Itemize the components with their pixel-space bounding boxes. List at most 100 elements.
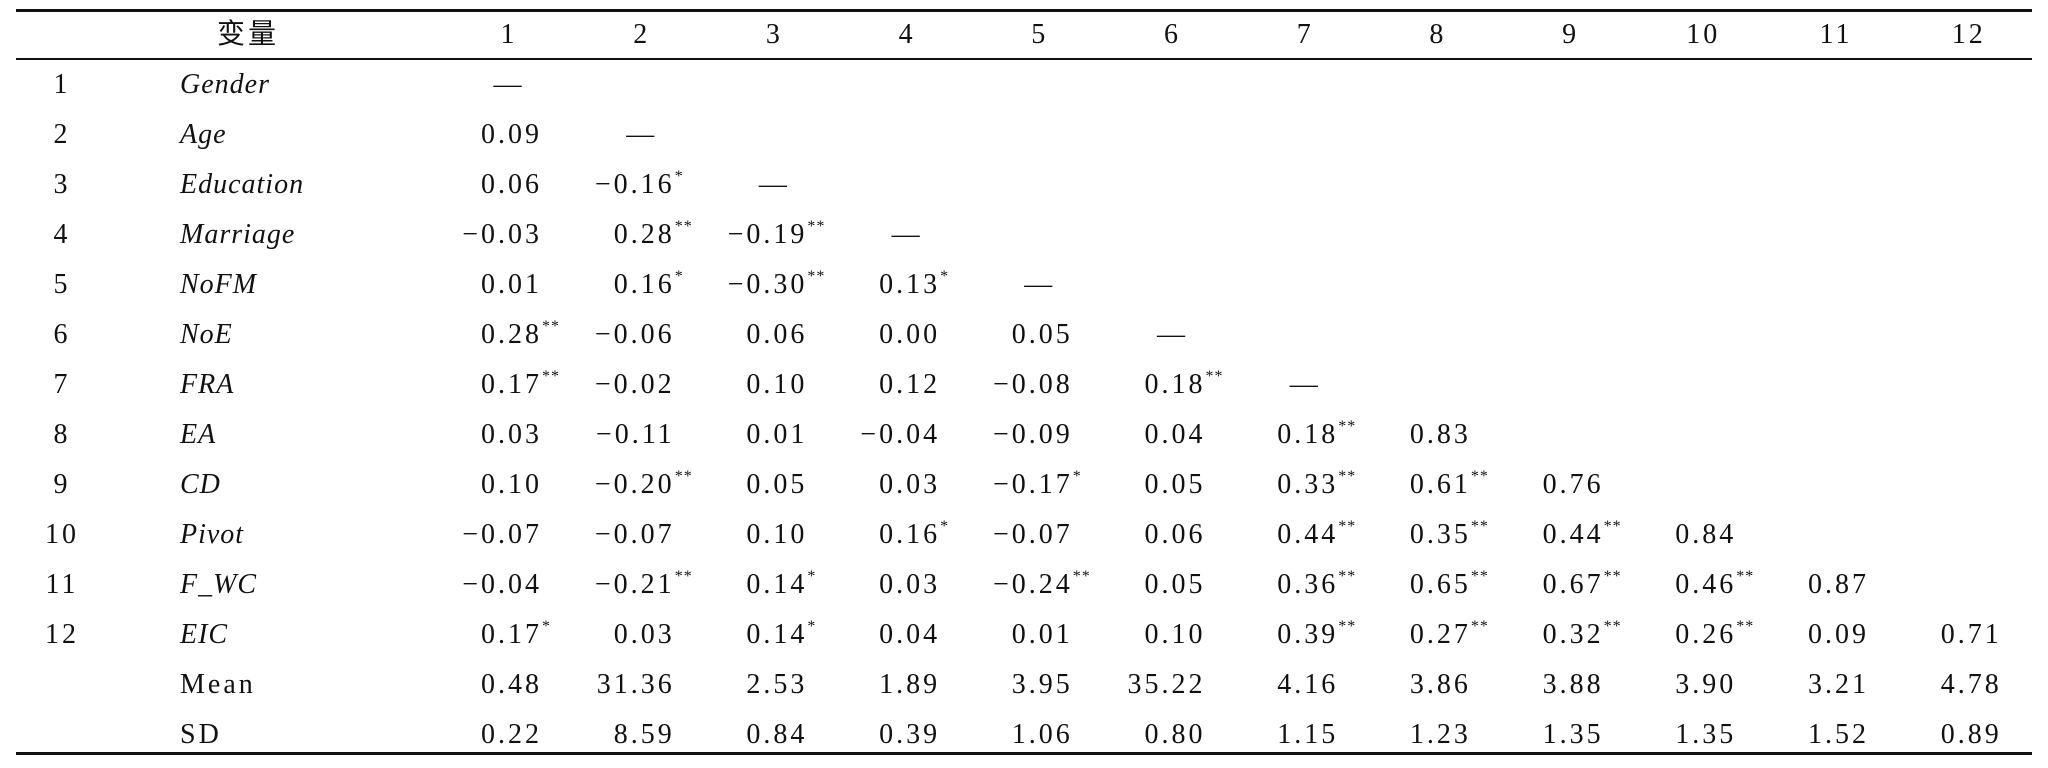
variable-name: Age — [180, 119, 227, 150]
cell-value: 0.14* — [746, 618, 817, 650]
cell-value: 0.17* — [481, 618, 551, 650]
cell-value: −0.07 — [462, 519, 542, 550]
header-cell: 3 — [765, 19, 783, 50]
header-cell: 4 — [898, 19, 916, 50]
cell-value: 0.61** — [1409, 468, 1489, 500]
cell-value: 0.80 — [1144, 719, 1206, 750]
header-cell: 8 — [1429, 19, 1447, 50]
cell-value: −0.17* — [993, 468, 1082, 500]
cell-value: — — [493, 69, 525, 100]
header-cell: 变量 — [216, 19, 280, 50]
cell-value: 35.22 — [1127, 669, 1206, 700]
cell-value: 0.27** — [1409, 618, 1489, 650]
cell-value: 0.48 — [481, 669, 542, 700]
cell-value: 0.39 — [879, 719, 941, 750]
cell-value: 0.46** — [1675, 568, 1755, 600]
cell-value: −0.21** — [594, 568, 693, 600]
cell-value: 0.87 — [1808, 569, 1869, 600]
variable-name: Mean — [180, 669, 256, 700]
row-number: 8 — [53, 419, 71, 450]
cell-value: 0.10 — [481, 469, 542, 500]
variable-name: F_WC — [180, 569, 258, 600]
cell-value: 3.21 — [1808, 669, 1869, 700]
cell-value: −0.06 — [594, 319, 675, 350]
header-cell: 10 — [1686, 19, 1721, 50]
cell-value: 0.22 — [481, 719, 542, 750]
cell-value: 0.33** — [1277, 468, 1357, 500]
cell-value: 0.16* — [613, 268, 684, 300]
cell-value: −0.11 — [595, 419, 675, 450]
variable-name: Pivot — [180, 519, 245, 550]
variable-name: SD — [180, 719, 222, 750]
cell-value: −0.04 — [462, 569, 542, 600]
cell-value: 0.05 — [1144, 469, 1206, 500]
cell-value: 0.09 — [1808, 619, 1869, 650]
row-number: 7 — [53, 369, 71, 400]
cell-value: 4.78 — [1940, 669, 2002, 700]
cell-value: 0.12 — [879, 369, 941, 400]
cell-value: 0.28** — [613, 218, 693, 250]
cell-value: 1.15 — [1277, 719, 1339, 750]
cell-value: −0.07 — [594, 519, 675, 550]
cell-value: 0.01 — [481, 269, 542, 300]
cell-value: 0.76 — [1542, 469, 1604, 500]
cell-value: 0.13* — [879, 268, 950, 300]
top-rule — [16, 9, 2032, 12]
variable-name: Education — [180, 169, 305, 200]
cell-value: 0.35** — [1409, 518, 1489, 550]
cell-value: 0.10 — [1144, 619, 1206, 650]
cell-value: −0.02 — [594, 369, 675, 400]
cell-value: 0.09 — [481, 119, 542, 150]
cell-value: 0.03 — [879, 469, 941, 500]
cell-value: 0.28** — [481, 318, 560, 350]
cell-value: 0.04 — [879, 619, 941, 650]
row-number: 5 — [53, 269, 71, 300]
cell-value: 0.17** — [481, 368, 560, 400]
header-cell: 7 — [1296, 19, 1314, 50]
header-cell: 2 — [633, 19, 651, 50]
cell-value: 0.44** — [1277, 518, 1357, 550]
cell-value: 2.53 — [746, 669, 808, 700]
cell-value: 1.06 — [1011, 719, 1073, 750]
cell-value: 8.59 — [613, 719, 675, 750]
header-cell: 6 — [1164, 19, 1181, 50]
cell-value: — — [758, 169, 790, 200]
cell-value: −0.03 — [462, 219, 542, 250]
row-number: 6 — [53, 319, 71, 350]
cell-value: 0.89 — [1940, 719, 2002, 750]
cell-value: 1.52 — [1808, 719, 1869, 750]
cell-value: 0.14* — [746, 568, 817, 600]
cell-value: 4.16 — [1277, 669, 1339, 700]
cell-value: −0.19** — [727, 218, 826, 250]
cell-value: 0.00 — [879, 319, 941, 350]
cell-value: 0.32** — [1542, 618, 1622, 650]
cell-value: 0.10 — [746, 369, 808, 400]
cell-value: 1.23 — [1409, 719, 1471, 750]
cell-value: — — [1289, 369, 1321, 400]
cell-value: 0.04 — [1144, 419, 1206, 450]
row-number: 11 — [45, 569, 79, 600]
row-number: 4 — [53, 219, 71, 250]
cell-value: 0.01 — [1011, 619, 1073, 650]
cell-value: 0.03 — [879, 569, 941, 600]
cell-value: 0.71 — [1940, 619, 2002, 650]
cell-value: 0.06 — [746, 319, 808, 350]
cell-value: — — [626, 119, 658, 150]
cell-value: 0.05 — [1144, 569, 1206, 600]
cell-value: 3.86 — [1409, 669, 1471, 700]
cell-value: −0.08 — [993, 369, 1073, 400]
cell-value: 3.95 — [1011, 669, 1073, 700]
cell-value: 31.36 — [596, 669, 675, 700]
cell-value: 0.84 — [746, 719, 808, 750]
cell-value: 1.35 — [1542, 719, 1604, 750]
cell-value: 3.88 — [1542, 669, 1604, 700]
header-rule — [16, 58, 2032, 60]
cell-value: 1.89 — [879, 669, 941, 700]
cell-value: 0.84 — [1675, 519, 1737, 550]
cell-value: 0.67** — [1542, 568, 1622, 600]
cell-value: 0.39** — [1277, 618, 1357, 650]
header-cell: 5 — [1031, 19, 1049, 50]
cell-value: −0.09 — [993, 419, 1073, 450]
cell-value: −0.07 — [993, 519, 1073, 550]
